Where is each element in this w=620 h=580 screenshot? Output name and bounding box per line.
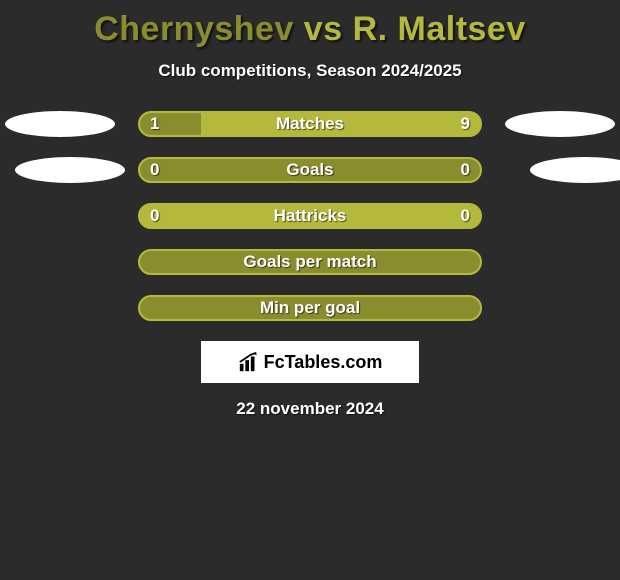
chart-row: 0 Hattricks 0 <box>138 203 482 229</box>
value-right: 0 <box>461 203 470 229</box>
decorative-oval <box>15 157 125 183</box>
logo-box: FcTables.com <box>201 341 419 383</box>
bar-label: Matches <box>138 111 482 137</box>
vs-text: vs <box>294 10 353 48</box>
bar-label: Hattricks <box>138 203 482 229</box>
value-right: 0 <box>461 157 470 183</box>
decorative-oval <box>5 111 115 137</box>
decorative-oval <box>530 157 620 183</box>
footer-date: 22 november 2024 <box>0 399 620 419</box>
subtitle: Club competitions, Season 2024/2025 <box>0 61 620 81</box>
comparison-chart: 1 Matches 9 0 Goals 0 0 Hattricks 0 Goal… <box>0 111 620 321</box>
chart-row: 1 Matches 9 <box>138 111 482 137</box>
bar-label: Goals per match <box>138 249 482 275</box>
chart-row: 0 Goals 0 <box>138 157 482 183</box>
value-right: 9 <box>461 111 470 137</box>
logo-text: FcTables.com <box>264 352 383 373</box>
page-title: Chernyshev vs R. Maltsev <box>0 0 620 49</box>
bar-label: Min per goal <box>138 295 482 321</box>
chart-row: Min per goal <box>138 295 482 321</box>
bar-label: Goals <box>138 157 482 183</box>
chart-icon <box>238 351 260 373</box>
chart-row: Goals per match <box>138 249 482 275</box>
player2-name: R. Maltsev <box>353 10 526 48</box>
decorative-oval <box>505 111 615 137</box>
player1-name: Chernyshev <box>94 10 294 48</box>
